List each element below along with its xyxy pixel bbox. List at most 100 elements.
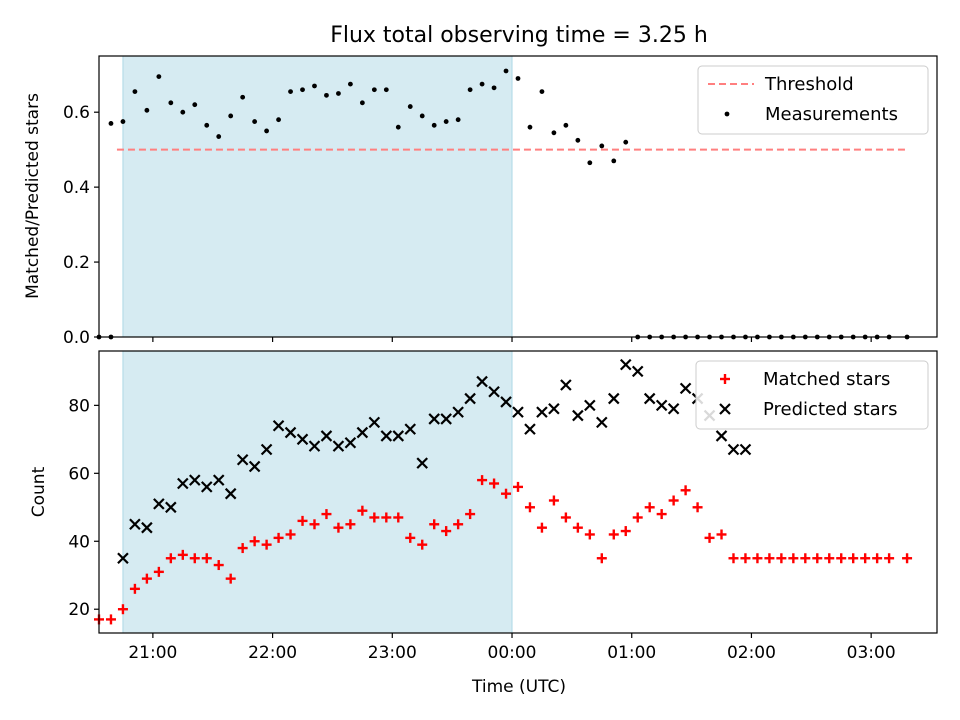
x-tick-label: 00:00 bbox=[488, 643, 537, 663]
ratio-panel: Matched/Predicted stars 0.0 0.2 0.4 0.6 Thre… bbox=[23, 55, 938, 348]
data-point bbox=[108, 121, 114, 126]
data-point bbox=[800, 553, 811, 564]
legend-box bbox=[697, 65, 929, 135]
x-tick-label: 21:00 bbox=[128, 643, 177, 663]
data-point bbox=[273, 532, 284, 543]
chart-title: Flux total observing time = 3.25 h bbox=[330, 23, 708, 48]
y-tick-label: 40 bbox=[68, 532, 90, 552]
data-point bbox=[607, 392, 620, 405]
data-point bbox=[336, 91, 341, 96]
data-point bbox=[679, 382, 692, 395]
y-tick-label: 0.0 bbox=[63, 328, 90, 348]
data-point bbox=[512, 406, 524, 418]
data-point bbox=[440, 413, 452, 425]
data-point bbox=[284, 426, 297, 439]
data-point bbox=[416, 457, 429, 469]
data-point bbox=[260, 443, 273, 456]
data-point bbox=[739, 443, 752, 456]
data-point bbox=[200, 481, 213, 493]
data-point bbox=[599, 143, 605, 149]
y-tick-label: 80 bbox=[68, 396, 90, 416]
data-point bbox=[212, 474, 225, 486]
data-point bbox=[357, 505, 368, 516]
data-point bbox=[752, 553, 763, 564]
data-point bbox=[141, 521, 153, 534]
legend-marker-swatch bbox=[724, 111, 730, 117]
legend-label: Measurements bbox=[765, 104, 898, 125]
data-point bbox=[201, 553, 212, 564]
data-point bbox=[168, 100, 174, 106]
data-point bbox=[188, 474, 201, 486]
data-point bbox=[824, 553, 835, 564]
data-point bbox=[536, 522, 547, 533]
data-point bbox=[177, 549, 188, 560]
legend-label: Matched stars bbox=[763, 369, 890, 390]
data-point bbox=[704, 532, 715, 543]
data-point bbox=[587, 160, 593, 166]
data-point bbox=[380, 430, 393, 442]
data-point bbox=[524, 502, 535, 513]
data-point bbox=[467, 87, 473, 93]
data-point bbox=[776, 553, 787, 564]
data-point bbox=[296, 433, 309, 446]
data-point bbox=[515, 76, 521, 81]
x-tick-label: 01:00 bbox=[607, 643, 656, 663]
data-point bbox=[417, 539, 428, 550]
data-point bbox=[503, 68, 509, 74]
data-point bbox=[572, 409, 584, 422]
count-panel: Count Time (UTC) 20 40 60 80 21:00 22:00 23:00… bbox=[29, 350, 938, 697]
data-point bbox=[524, 423, 536, 435]
data-point bbox=[429, 519, 440, 530]
series-1-0 bbox=[94, 475, 913, 625]
data-point bbox=[632, 512, 643, 523]
data-point bbox=[740, 553, 751, 564]
data-point bbox=[644, 502, 655, 513]
data-point bbox=[156, 74, 162, 80]
data-point bbox=[631, 365, 644, 378]
data-point bbox=[153, 498, 165, 510]
series-0-0 bbox=[108, 68, 629, 166]
data-point bbox=[120, 119, 126, 124]
legend-marker-swatch bbox=[720, 374, 730, 384]
data-point bbox=[513, 481, 523, 492]
data-point bbox=[404, 423, 417, 435]
data-point bbox=[860, 553, 871, 564]
data-point bbox=[381, 512, 392, 523]
data-point bbox=[453, 519, 464, 530]
data-point bbox=[872, 553, 883, 564]
top-y-axis-label: Matched/Predicted stars bbox=[23, 93, 43, 299]
y-tick-label: 0.6 bbox=[63, 103, 90, 123]
data-point bbox=[392, 430, 405, 442]
data-point bbox=[117, 552, 129, 565]
data-point bbox=[596, 416, 608, 429]
data-point bbox=[216, 134, 222, 139]
data-point bbox=[405, 532, 416, 543]
data-point bbox=[572, 522, 583, 533]
data-point bbox=[224, 487, 237, 500]
data-point bbox=[144, 107, 150, 113]
data-point bbox=[488, 385, 500, 398]
data-point bbox=[836, 553, 847, 564]
data-point bbox=[153, 566, 164, 577]
data-point bbox=[324, 92, 329, 98]
data-point bbox=[441, 526, 452, 537]
data-point bbox=[764, 553, 775, 564]
observing-window-band bbox=[122, 55, 513, 338]
data-point bbox=[584, 529, 595, 540]
data-point bbox=[539, 89, 545, 94]
data-point bbox=[884, 553, 895, 564]
data-point bbox=[465, 509, 476, 520]
data-point bbox=[368, 416, 381, 429]
y-tick-label: 0.4 bbox=[63, 178, 90, 198]
data-point bbox=[848, 553, 859, 564]
data-point bbox=[551, 130, 557, 136]
data-point bbox=[619, 358, 632, 371]
data-point bbox=[395, 124, 401, 130]
data-point bbox=[141, 573, 152, 584]
legend: Threshold Measurements bbox=[697, 65, 929, 135]
data-point bbox=[902, 553, 913, 564]
data-point bbox=[285, 529, 296, 540]
data-point bbox=[596, 553, 607, 564]
data-point bbox=[359, 100, 365, 106]
